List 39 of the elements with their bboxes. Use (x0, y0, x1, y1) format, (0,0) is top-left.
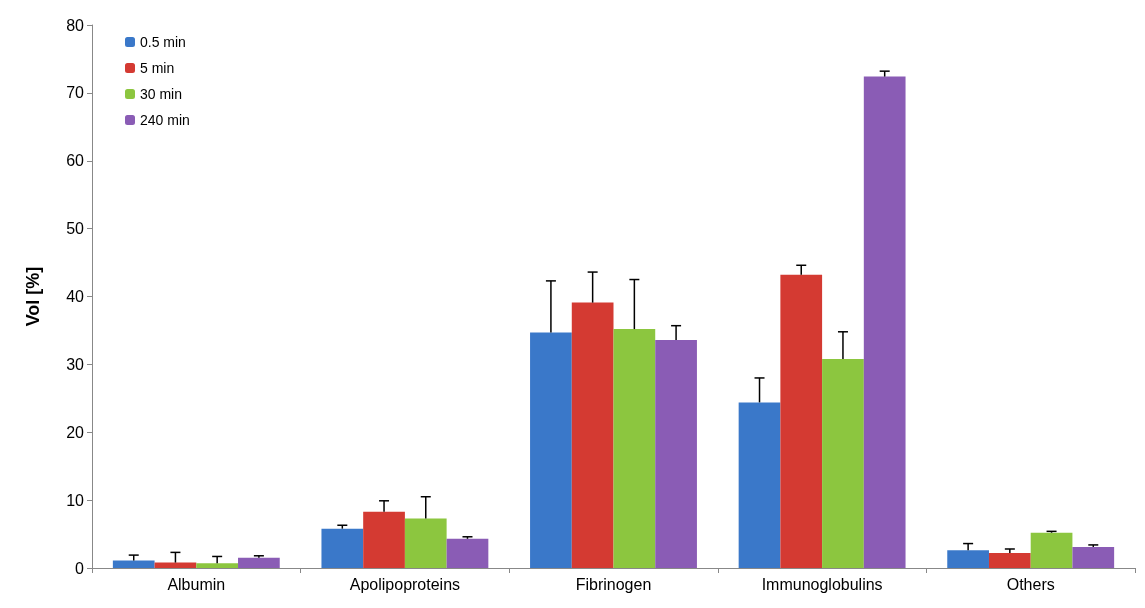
bar (822, 358, 864, 568)
bar (571, 302, 614, 568)
legend-label: 240 min (140, 112, 190, 128)
bar (446, 538, 489, 568)
y-axis-title: Vol [%] (23, 266, 43, 327)
bar (196, 563, 239, 568)
bar (780, 274, 823, 568)
x-tick-label: Albumin (167, 575, 226, 593)
y-tick-label: 0 (75, 559, 85, 577)
bar (863, 76, 906, 568)
bar (738, 402, 781, 568)
bar (1030, 532, 1073, 568)
bar (321, 528, 364, 568)
y-tick-label: 10 (66, 491, 85, 509)
legend-label: 0.5 min (140, 34, 186, 50)
legend-label: 5 min (140, 60, 175, 76)
x-tick-label: Immunoglobulins (761, 575, 883, 593)
bar (947, 550, 989, 568)
x-tick-label: Others (1006, 575, 1055, 593)
bar (530, 332, 572, 568)
x-tick-label: Apolipoproteins (349, 575, 461, 593)
bar (1072, 546, 1115, 568)
bar (363, 511, 405, 568)
y-tick-label: 50 (66, 220, 85, 238)
bar (988, 553, 1031, 568)
bar (112, 560, 155, 568)
legend-label: 30 min (140, 86, 183, 102)
y-tick-label: 20 (66, 423, 85, 441)
y-tick-label: 30 (66, 355, 85, 373)
bar (655, 339, 697, 568)
y-tick-label: 70 (66, 84, 85, 102)
y-tick-label: 40 (66, 288, 85, 305)
bar (613, 329, 656, 568)
bar (404, 518, 447, 568)
y-tick-label: 60 (66, 152, 85, 170)
bar (238, 557, 280, 568)
x-tick-label: Fibrinogen (575, 575, 652, 593)
bar (154, 562, 197, 568)
y-tick-label: 80 (66, 16, 85, 34)
